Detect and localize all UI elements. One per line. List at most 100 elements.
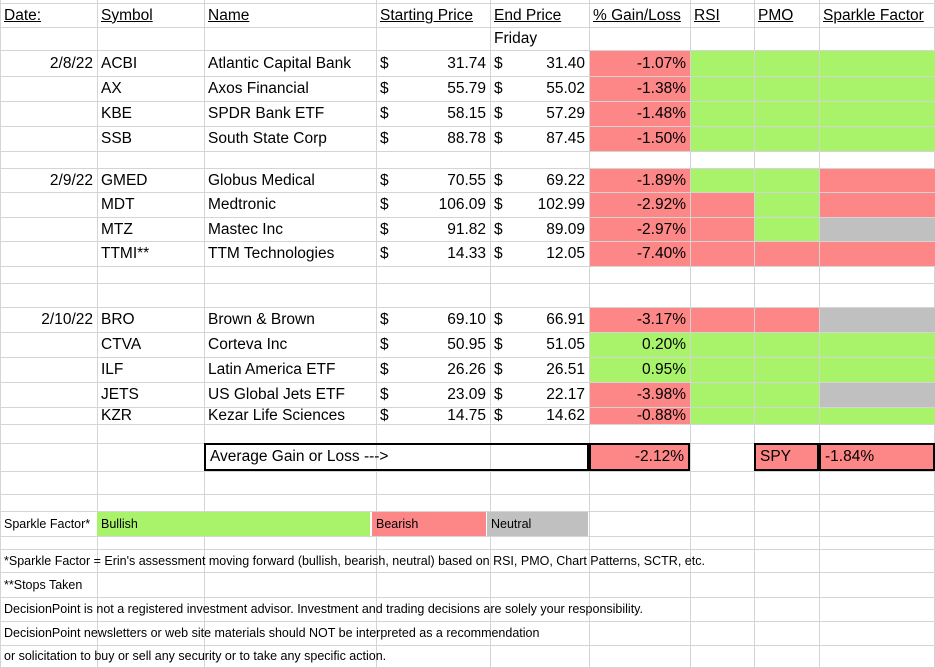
- note-disclaimer1: DecisionPoint is not a registered invest…: [4, 602, 643, 617]
- header-starting-price: Starting Price: [380, 6, 474, 24]
- header-end-price-sub: Friday: [494, 30, 538, 48]
- symbol-cell: MTZ: [101, 220, 133, 238]
- currency-symbol: $: [380, 80, 389, 98]
- starting-price-cell: 55.79: [447, 80, 486, 98]
- gridline: [0, 382, 935, 383]
- starting-price-cell: 58.15: [447, 105, 486, 123]
- end-price-cell: 12.05: [546, 245, 585, 263]
- pmo-indicator: [755, 193, 819, 217]
- symbol-cell: MDT: [101, 196, 135, 214]
- pmo-indicator: [755, 127, 819, 151]
- gain-loss-cell: -2.97%: [636, 220, 686, 238]
- gridline: [0, 283, 935, 284]
- sparkle-indicator: [820, 51, 935, 76]
- gridline: [0, 357, 935, 358]
- spy-label: SPY: [754, 443, 819, 471]
- gain-loss-cell: -3.98%: [636, 386, 686, 404]
- date-cell: 2/9/22: [49, 171, 93, 189]
- name-cell: US Global Jets ETF: [208, 386, 345, 404]
- end-price-cell: 102.99: [537, 196, 585, 214]
- pmo-indicator: [755, 102, 819, 126]
- gain-loss-cell: -0.88%: [636, 408, 686, 424]
- currency-symbol: $: [494, 80, 503, 98]
- gridline: [0, 511, 935, 512]
- sparkle-indicator: [820, 169, 935, 192]
- currency-symbol: $: [494, 311, 503, 329]
- symbol-cell: ILF: [101, 361, 124, 379]
- currency-symbol: $: [380, 311, 389, 329]
- pmo-indicator: [755, 408, 819, 424]
- symbol-cell: KZR: [101, 408, 132, 424]
- header-date: Date:: [4, 6, 42, 24]
- rsi-indicator: [691, 408, 754, 424]
- gain-loss-cell: -1.38%: [636, 80, 686, 98]
- rsi-indicator: [691, 51, 754, 76]
- sparkle-indicator: [820, 102, 935, 126]
- gain-loss-cell: -1.48%: [636, 105, 686, 123]
- symbol-cell: CTVA: [101, 336, 142, 354]
- gain-loss-fill: [590, 169, 690, 192]
- currency-symbol: $: [494, 105, 503, 123]
- sparkle-indicator: [820, 308, 935, 332]
- name-cell: Brown & Brown: [208, 311, 315, 329]
- gain-loss-cell: -1.89%: [636, 171, 686, 189]
- pmo-indicator: [755, 242, 819, 266]
- gridline: [0, 471, 935, 472]
- average-gain-label: Average Gain or Loss --->: [204, 443, 589, 471]
- gain-loss-fill: [590, 218, 690, 241]
- currency-symbol: $: [380, 54, 389, 72]
- name-cell: Kezar Life Sciences: [208, 408, 345, 424]
- currency-symbol: $: [494, 361, 503, 379]
- gridline: [0, 494, 935, 495]
- gridline: [0, 241, 935, 242]
- symbol-cell: JETS: [101, 386, 139, 404]
- pmo-indicator: [755, 77, 819, 101]
- gridline: [97, 0, 98, 667]
- header-name: Name: [208, 6, 250, 24]
- gain-loss-fill: [590, 51, 690, 76]
- name-cell: Corteva Inc: [208, 336, 288, 354]
- header-gain-loss: % Gain/Loss: [593, 6, 681, 24]
- end-price-cell: 89.09: [546, 220, 585, 238]
- starting-price-cell: 14.75: [447, 408, 486, 424]
- gain-loss-fill: [590, 358, 690, 382]
- average-gain-fill: [590, 443, 690, 471]
- gridline: [0, 0, 1, 667]
- gain-loss-fill: [590, 193, 690, 217]
- gridline: [0, 101, 935, 102]
- gridline: [0, 3, 935, 4]
- end-price-cell: 57.29: [546, 105, 585, 123]
- symbol-cell: AX: [101, 80, 122, 98]
- currency-symbol: $: [494, 54, 503, 72]
- sparkle-indicator: [820, 127, 935, 151]
- gridline: [819, 0, 820, 667]
- rsi-indicator: [691, 102, 754, 126]
- name-cell: Globus Medical: [208, 171, 315, 189]
- gridline: [754, 0, 755, 667]
- pmo-indicator: [755, 51, 819, 76]
- gridline: [0, 621, 935, 622]
- currency-symbol: $: [380, 408, 389, 424]
- rsi-indicator: [691, 242, 754, 266]
- symbol-cell: TTMI**: [101, 245, 150, 263]
- pmo-indicator: [755, 218, 819, 241]
- currency-symbol: $: [494, 130, 503, 148]
- header-symbol: Symbol: [101, 6, 153, 24]
- gridline: [490, 0, 491, 667]
- header-rsi: RSI: [694, 6, 720, 24]
- gridline: [0, 27, 935, 28]
- header-end-price: End Price: [494, 6, 562, 24]
- rsi-indicator: [691, 218, 754, 241]
- currency-symbol: $: [494, 245, 503, 263]
- gain-loss-fill: [590, 127, 690, 151]
- sparkle-indicator: [820, 193, 935, 217]
- pmo-indicator: [755, 169, 819, 192]
- sparkle-indicator: [820, 242, 935, 266]
- gridline: [0, 266, 935, 267]
- spy-fill: [755, 443, 935, 471]
- name-cell: South State Corp: [208, 130, 327, 148]
- currency-symbol: $: [380, 220, 389, 238]
- symbol-cell: BRO: [101, 311, 135, 329]
- currency-symbol: $: [380, 196, 389, 214]
